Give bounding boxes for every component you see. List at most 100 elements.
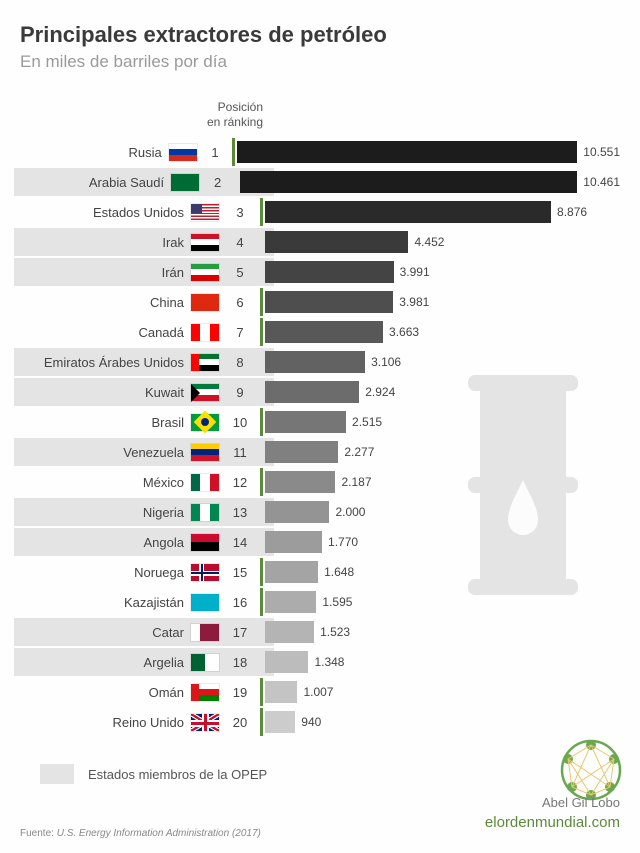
axis-line [260,288,263,316]
chart-row: Reino Unido 20 940 [20,708,620,736]
country-label: Omán [20,685,190,700]
country-label: Noruega [20,565,190,580]
axis-line [260,228,263,256]
axis-line [260,408,263,436]
bar [265,441,338,463]
bar-zone: 1.007 [265,678,620,706]
bar [240,171,577,193]
rank-number: 12 [220,475,260,490]
rank-number: 15 [220,565,260,580]
bar-zone: 8.876 [265,198,620,226]
chart-row: Catar 17 1.523 [20,618,620,646]
country-label: Canadá [20,325,190,340]
country-label: Rusia [20,145,168,160]
flag-icon [190,413,220,432]
country-label: Argelia [20,655,190,670]
flag-icon [190,383,220,402]
chart-title: Principales extractores de petróleo [20,22,620,48]
axis-line [260,318,263,346]
chart-row: Argelia 18 1.348 [20,648,620,676]
rank-number: 6 [220,295,260,310]
rank-number: 2 [200,175,235,190]
axis-line [260,468,263,496]
source-label: Fuente: [20,828,54,839]
site-logo-icon [560,739,622,801]
bar-value: 2.277 [344,445,374,459]
axis-line [260,438,263,466]
bar [265,471,335,493]
country-label: México [20,475,190,490]
flag-icon [190,443,220,462]
country-label: Irak [20,235,190,250]
rank-number: 10 [220,415,260,430]
country-label: Venezuela [20,445,190,460]
bar-zone: 4.452 [265,228,620,256]
site-name: elordenmundial.com [485,812,620,833]
flag-icon [190,713,220,732]
bar-value: 1.348 [314,655,344,669]
bar [265,411,346,433]
axis-line [260,258,263,286]
bar [265,291,393,313]
country-label: Reino Unido [20,715,190,730]
bar-value: 2.515 [352,415,382,429]
flag-icon [190,533,220,552]
bar [237,141,577,163]
bar-value: 1.007 [303,685,333,699]
flag-icon [190,203,220,222]
rank-number: 20 [220,715,260,730]
legend-label: Estados miembros de la OPEP [88,767,267,782]
country-label: Kazajistán [20,595,190,610]
flag-icon [190,353,220,372]
bar-value: 940 [301,715,321,729]
chart-row: Canadá 7 3.663 [20,318,620,346]
rank-number: 1 [198,145,233,160]
bar-zone: 940 [265,708,620,736]
flag-icon [190,503,220,522]
bar-value: 8.876 [557,205,587,219]
flag-icon [190,563,220,582]
bar [265,561,318,583]
flag-icon [190,263,220,282]
flag-icon [190,683,220,702]
country-label: Angola [20,535,190,550]
bar-value: 2.187 [341,475,371,489]
axis-line [260,678,263,706]
country-label: Catar [20,625,190,640]
axis-line [260,198,263,226]
chart-row: Arabia Saudí 2 10.461 [20,168,620,196]
bar-zone: 10.551 [237,138,620,166]
rank-number: 7 [220,325,260,340]
bar-value: 1.595 [322,595,352,609]
bar-zone: 3.981 [265,288,620,316]
chart-row: Estados Unidos 3 8.876 [20,198,620,226]
bar [265,201,551,223]
axis-line [232,138,235,166]
country-label: China [20,295,190,310]
axis-line [260,498,263,526]
bar-value: 10.461 [583,175,620,189]
country-label: Kuwait [20,385,190,400]
oil-barrel-icon [468,360,578,610]
chart-subtitle: En miles de barriles por día [20,52,620,72]
country-label: Brasil [20,415,190,430]
bar-zone: 3.663 [265,318,620,346]
axis-line [260,528,263,556]
rank-number: 5 [220,265,260,280]
axis-line [235,168,238,196]
rank-number: 13 [220,505,260,520]
flag-icon [190,473,220,492]
legend-swatch [40,764,74,784]
legend: Estados miembros de la OPEP [20,764,620,784]
bar [265,531,322,553]
axis-line [260,708,263,736]
bar [265,261,394,283]
chart-row: Irak 4 4.452 [20,228,620,256]
credits: Abel Gil Lobo elordenmundial.com [485,794,620,833]
flag-icon [190,323,220,342]
rank-number: 8 [220,355,260,370]
bar [265,231,408,253]
flag-icon [168,143,198,162]
flag-icon [190,593,220,612]
bar-zone: 1.523 [265,618,620,646]
